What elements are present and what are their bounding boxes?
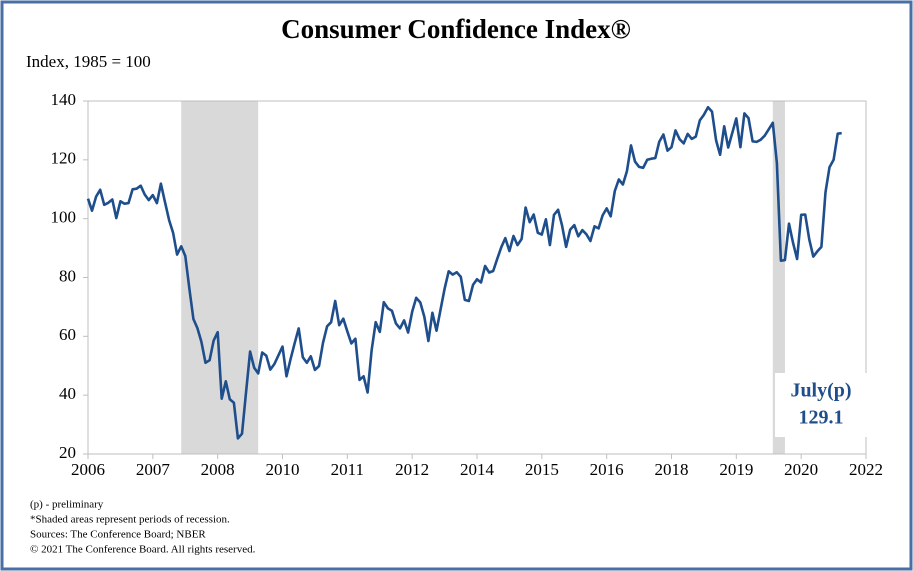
- recession-shade: [181, 101, 259, 454]
- index-line: [86, 105, 842, 440]
- x-tick-label: 2006: [71, 460, 105, 479]
- x-tick-label: 2012: [395, 460, 429, 479]
- x-tick-label: 2010: [266, 460, 300, 479]
- chart-title: Consumer Confidence Index®: [281, 14, 631, 44]
- annotation-value: 129.1: [799, 407, 844, 429]
- footnote: *Shaded areas represent periods of reces…: [30, 514, 230, 526]
- x-tick-label: 2019: [719, 460, 753, 479]
- x-tick-label: 2016: [590, 460, 624, 479]
- y-tick-label: 120: [51, 149, 77, 168]
- x-tick-label: 2011: [331, 460, 364, 479]
- annotation-box: [775, 373, 867, 437]
- recession-shade: [772, 101, 785, 454]
- y-axis-label: Index, 1985 = 100: [26, 52, 151, 71]
- footnote: Sources: The Conference Board; NBER: [30, 529, 206, 541]
- x-tick-label: 2007: [136, 460, 171, 479]
- x-tick-label: 2022: [849, 460, 883, 479]
- x-tick-label: 2014: [460, 460, 495, 479]
- x-tick-label: 2015: [525, 460, 559, 479]
- x-tick-label: 2020: [784, 460, 818, 479]
- x-tick-label: 2008: [201, 460, 235, 479]
- y-tick-label: 80: [59, 266, 76, 285]
- y-tick-label: 140: [51, 90, 77, 109]
- footnote: © 2021 The Conference Board. All rights …: [30, 544, 256, 556]
- x-tick-label: 2018: [655, 460, 689, 479]
- y-tick-label: 60: [59, 325, 76, 344]
- y-tick-label: 20: [59, 443, 76, 462]
- y-tick-label: 40: [59, 384, 76, 403]
- annotation-label: July(p): [790, 380, 851, 402]
- y-tick-label: 100: [51, 208, 77, 227]
- footnote: (p) - preliminary: [30, 499, 104, 511]
